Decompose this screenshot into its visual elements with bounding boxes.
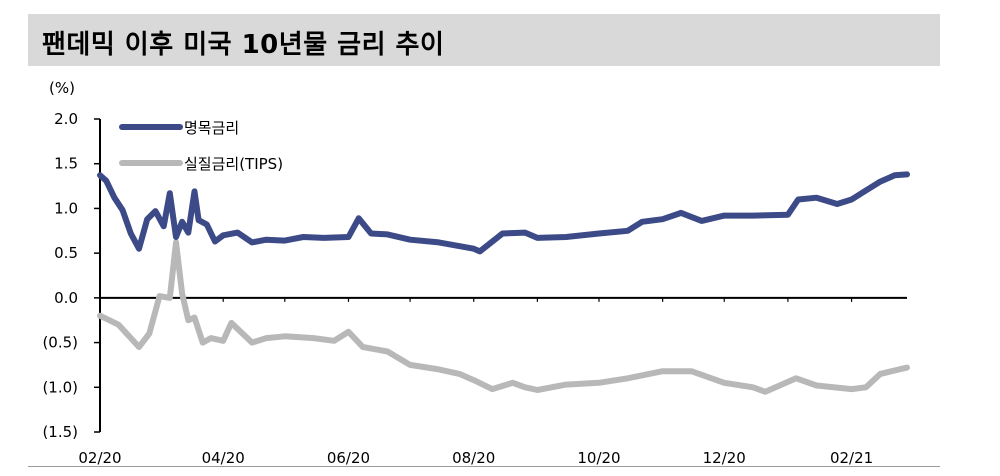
x-tick-label: 02/21 [830, 449, 873, 467]
bottom-rule [28, 466, 940, 467]
y-tick-label: 1.5 [54, 155, 78, 173]
x-tick-label: 06/20 [327, 449, 370, 467]
x-tick-label: 12/20 [703, 449, 746, 467]
x-tick-label: 04/20 [202, 449, 245, 467]
x-tick-label: 02/20 [78, 449, 121, 467]
y-tick-label: 2.0 [54, 110, 78, 128]
y-tick-label: (0.5) [42, 334, 78, 352]
y-tick-label: 0.0 [54, 289, 78, 307]
y-tick-label: (1.0) [42, 378, 78, 396]
y-axis: 2.0 1.5 1.0 0.5 0.0 (0.5) (1.0) (1.5) [42, 110, 101, 441]
chart-title: 팬데믹 이후 미국 10년물 금리 추이 [42, 30, 445, 60]
legend-label: 실질금리(TIPS) [184, 155, 283, 173]
series-line-0 [97, 171, 910, 255]
y-tick-label: 0.5 [54, 244, 78, 262]
y-tick-label: 1.0 [54, 199, 78, 217]
x-tick-label: 08/20 [452, 449, 495, 467]
y-tick-label: (1.5) [42, 423, 78, 441]
legend-label: 명목금리 [184, 119, 239, 137]
x-axis: 02/20 04/20 06/20 08/20 10/20 12/20 02/21 [78, 296, 907, 467]
series-line-1 [97, 239, 910, 395]
y-axis-unit-label: (%) [49, 79, 75, 97]
series-group [97, 171, 910, 395]
title-bar: 팬데믹 이후 미국 10년물 금리 추이 [28, 14, 940, 66]
x-tick-label: 10/20 [577, 449, 620, 467]
